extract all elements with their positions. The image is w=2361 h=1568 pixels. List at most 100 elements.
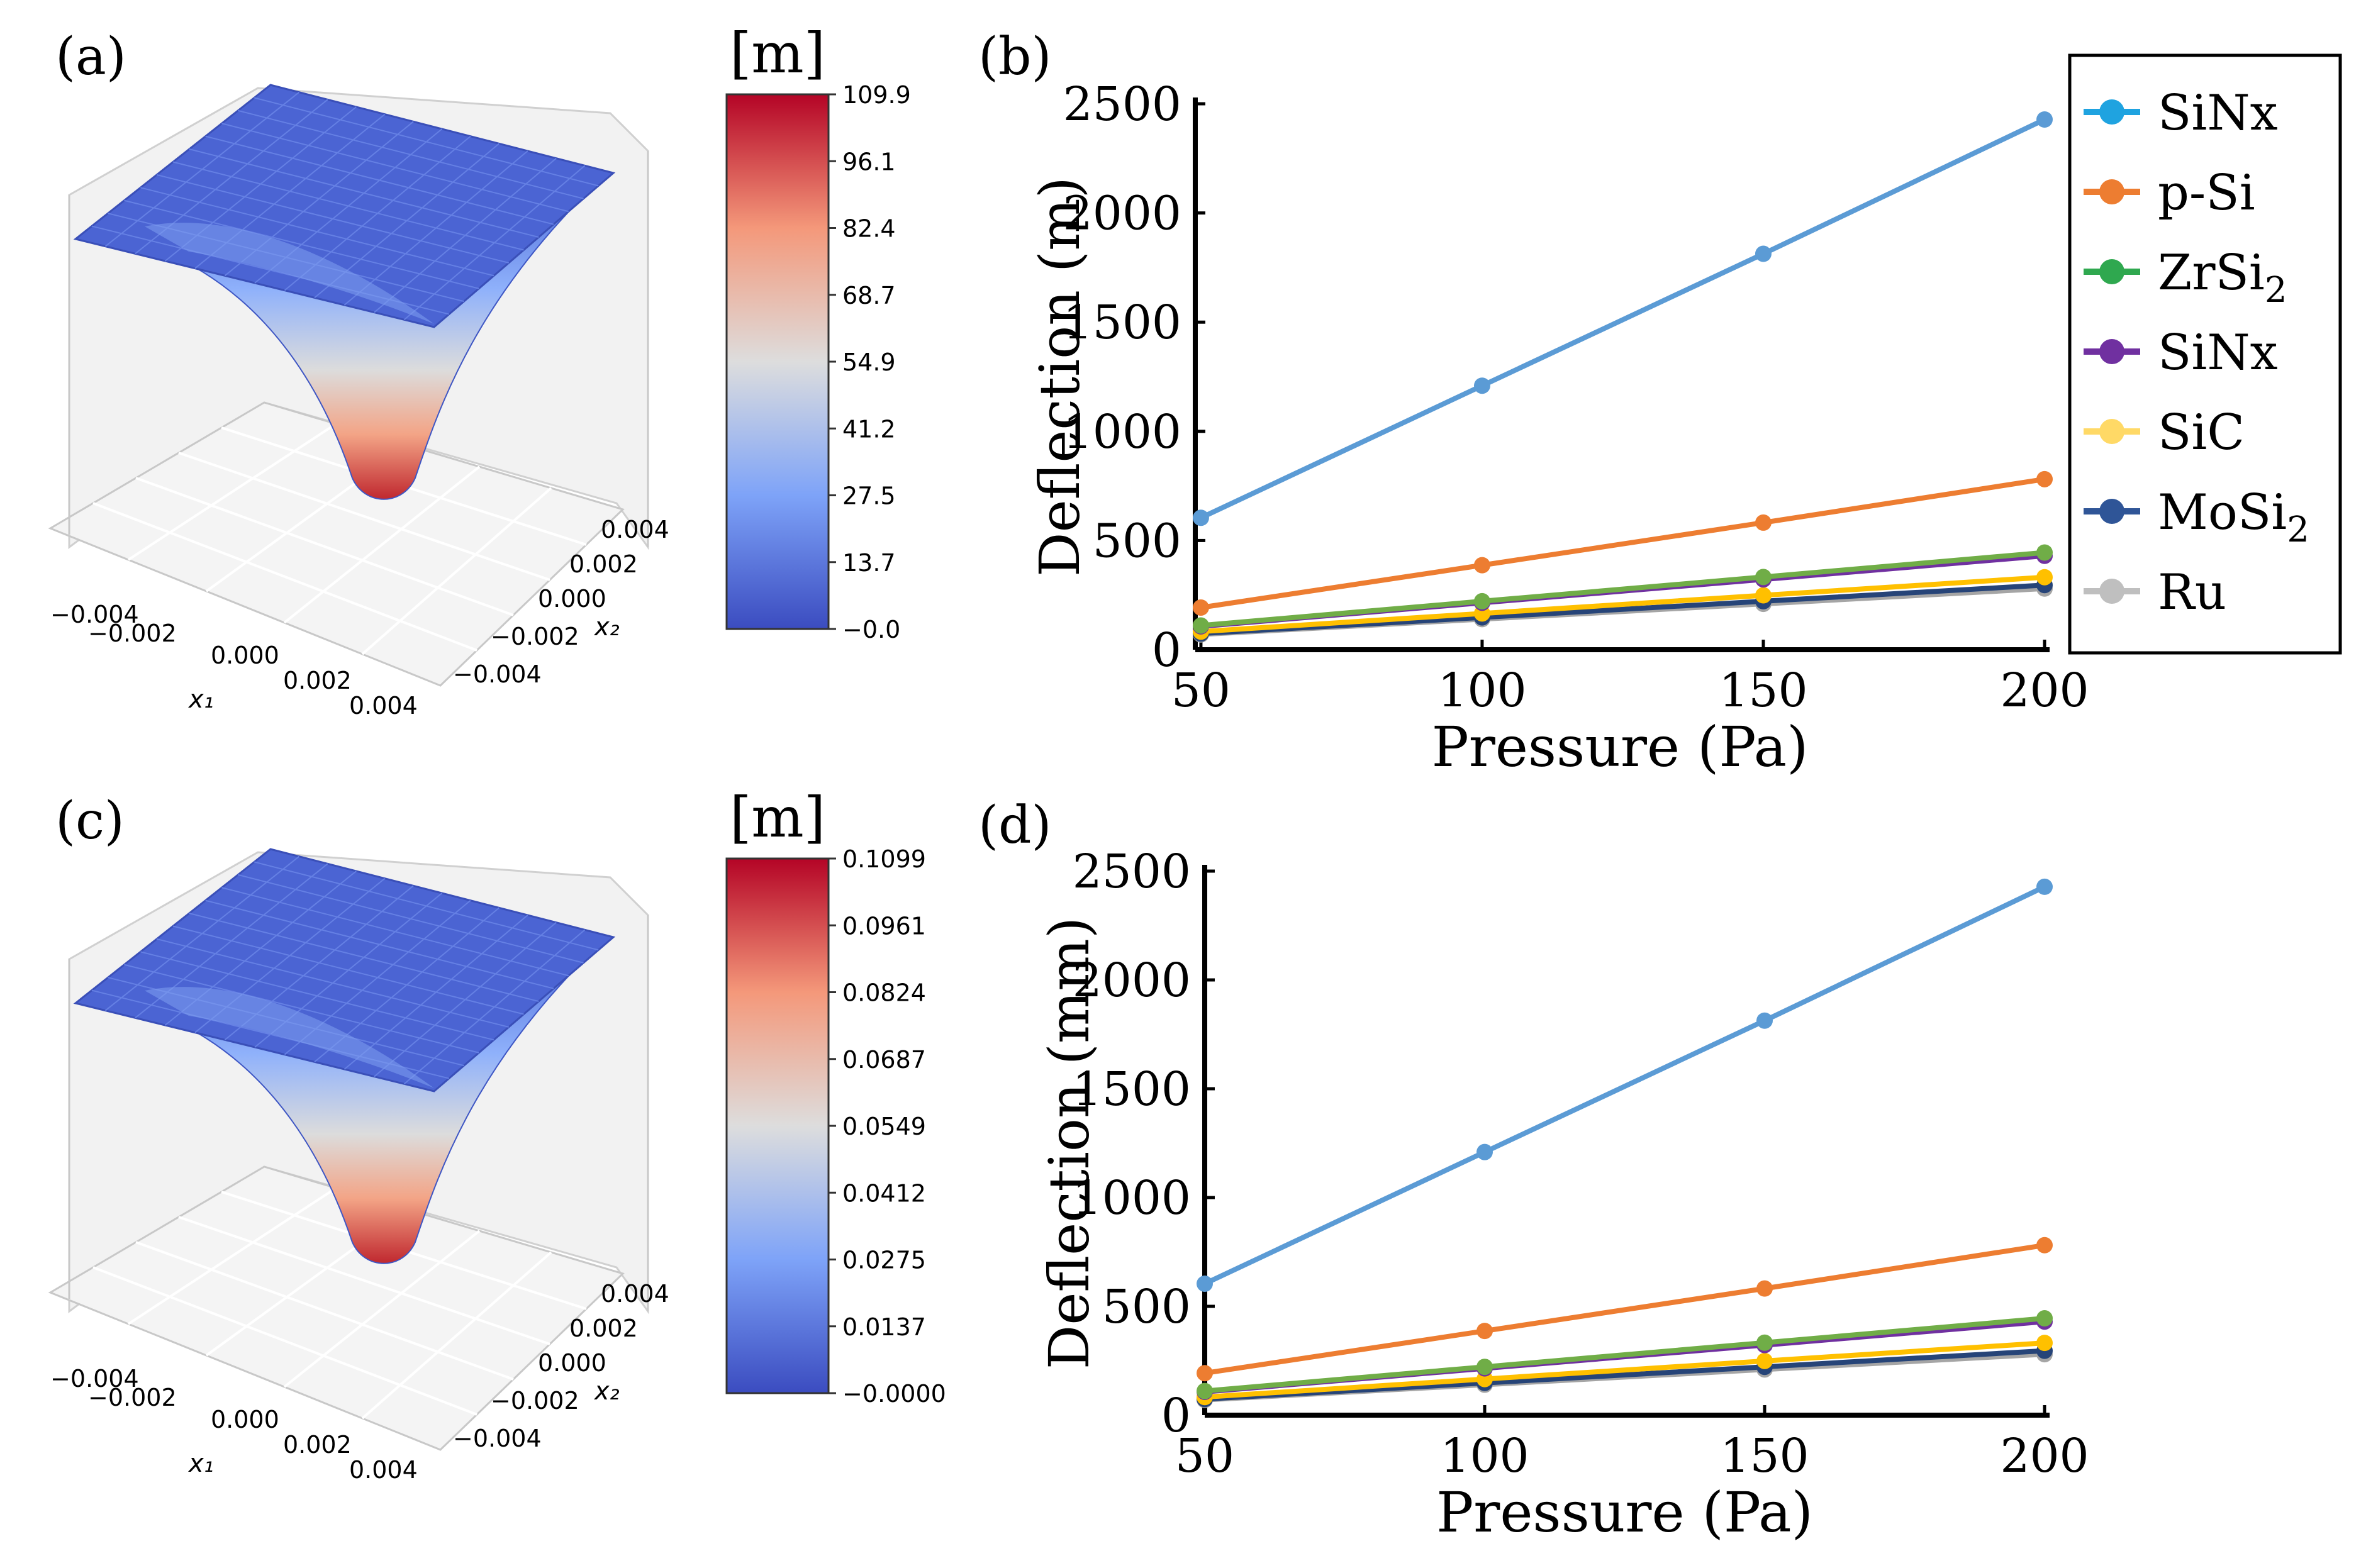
legend-label-text: MoSi — [2158, 484, 2287, 541]
colorbar-tick-label: 54.9 — [842, 348, 896, 376]
series-line — [1204, 1242, 2045, 1376]
series-p-si — [1192, 470, 2053, 616]
legend-label: SiC — [2158, 404, 2245, 461]
x2-tick-label: 0.000 — [538, 585, 606, 613]
series-zrsi2 — [1197, 1310, 2053, 1399]
data-point — [2036, 878, 2053, 895]
data-point — [1192, 599, 1209, 616]
y-tick-label: 500 — [1102, 1280, 1191, 1334]
x2-axis-label: x₂ — [593, 1377, 620, 1406]
y-tick-label: 1000 — [1073, 1171, 1191, 1225]
series-p-si — [1197, 1237, 2053, 1382]
series-sinx — [1197, 878, 2053, 1293]
legend-swatch-marker — [2099, 259, 2124, 284]
data-point — [1192, 617, 1209, 634]
x1-tick-label: 0.002 — [283, 667, 352, 694]
x1-tick-label: 0.000 — [211, 642, 279, 669]
y-axis-label: Deflection (m) — [1027, 177, 1092, 577]
x2-tick-label: −0.002 — [491, 623, 579, 650]
y-tick-label: 0 — [1161, 1389, 1191, 1443]
legend-swatch-marker — [2099, 99, 2124, 125]
x1-axis-label: x₁ — [187, 1449, 214, 1478]
x-tick-label: 100 — [1437, 664, 1526, 718]
data-point — [1473, 557, 1490, 574]
colorbar-tick-label: 0.0137 — [842, 1313, 926, 1341]
series-line — [1200, 574, 2045, 635]
floor-grid-line — [361, 1251, 552, 1420]
data-point — [1473, 377, 1490, 394]
data-point — [2036, 1310, 2053, 1327]
data-point — [1755, 245, 1772, 262]
colorbar-tick-label: 0.1099 — [842, 845, 926, 873]
panel-label: (c) — [55, 791, 125, 851]
series-line — [1204, 1340, 2045, 1400]
floor-grid-line — [135, 1241, 514, 1381]
y-tick-label: 2000 — [1073, 954, 1191, 1008]
colorbar-tick-label: 109.9 — [842, 81, 911, 109]
x-tick-label: 50 — [1175, 1429, 1234, 1483]
x-tick-label: 100 — [1440, 1429, 1529, 1483]
data-point — [2036, 111, 2053, 128]
y-tick-label: 2000 — [1063, 187, 1181, 241]
data-point — [1756, 1280, 1773, 1297]
floor-pane — [48, 401, 625, 687]
data-point — [2036, 1335, 2053, 1352]
colorbar-tick-label: −0.0000 — [842, 1380, 946, 1408]
data-point — [1476, 1359, 1493, 1376]
series-line — [1200, 550, 2045, 628]
panel-c: (c)−0.004−0.0020.0000.0020.004x₁0.0040.0… — [48, 785, 946, 1484]
x2-tick-label: −0.002 — [491, 1387, 579, 1415]
surface-mesh-line — [403, 929, 586, 1085]
legend-swatch-marker — [2099, 339, 2124, 364]
x-tick-label: 150 — [1720, 1429, 1809, 1483]
legend-label-text: Ru — [2158, 564, 2226, 621]
data-point — [1755, 569, 1772, 586]
x2-tick-label: −0.004 — [453, 1425, 542, 1452]
colorbar-tick-label: 0.0275 — [842, 1247, 926, 1274]
legend-label: SiNx — [2158, 85, 2278, 142]
x1-tick-label: −0.002 — [88, 620, 177, 647]
floor-grid-line — [283, 1230, 481, 1388]
series-line — [1200, 476, 2045, 610]
x2-tick-label: −0.004 — [453, 660, 542, 688]
surface-inner-slope — [145, 223, 434, 324]
surface-inner-slope — [145, 987, 434, 1088]
panel-b: (b) 0 500 1000 1500 2000 2500 50 100 150 200 Pressu… — [978, 27, 2342, 779]
data-point — [1197, 1276, 1213, 1293]
y-tick-label: 2500 — [1063, 77, 1181, 131]
x1-tick-label: 0.004 — [349, 692, 418, 720]
x1-tick-label: −0.004 — [50, 601, 139, 628]
panel-d: (d) 0 500 1000 1500 2000 2500 50 100 150 200 Pressu… — [978, 796, 2089, 1545]
legend-label: MoSi2 — [2158, 484, 2309, 550]
colorbar-tick-label: 0.0687 — [842, 1046, 926, 1074]
panel-label: (b) — [978, 27, 1051, 87]
data-point — [1473, 592, 1490, 609]
y-tick-label: 0 — [1152, 623, 1181, 677]
data-point — [2036, 544, 2053, 561]
x-tick-label: 200 — [2000, 1429, 2089, 1483]
floor-grid-line — [178, 452, 550, 581]
data-point — [1756, 1352, 1773, 1369]
data-point — [1192, 509, 1209, 526]
data-point — [1755, 514, 1772, 531]
y-tick-label: 1500 — [1063, 296, 1181, 350]
colorbar-tick-label: 0.0412 — [842, 1179, 926, 1207]
legend-label-text: p-Si — [2158, 165, 2255, 221]
panel-label: (a) — [55, 27, 126, 87]
series-line — [1200, 117, 2046, 520]
legend: SiNx p-Si ZrSi2 SiNx SiC MoSi2 Ru — [2068, 53, 2342, 655]
floor-grid-line — [92, 502, 477, 652]
legend-label: ZrSi2 — [2158, 245, 2287, 311]
colorbar-tick-label: −0.0 — [842, 616, 900, 643]
x-axis-label: Pressure (Pa) — [1432, 714, 1809, 779]
x2-tick-label: 0.004 — [601, 1280, 669, 1308]
surface-mesh-line — [374, 157, 557, 313]
legend-label: SiNx — [2158, 325, 2278, 381]
panel-label: (d) — [978, 796, 1051, 855]
legend-label-text: ZrSi — [2158, 245, 2265, 301]
x1-tick-label: −0.002 — [88, 1384, 177, 1411]
floor-pane — [48, 1165, 625, 1451]
y-tick-label: 500 — [1093, 514, 1181, 568]
floor-grid-line — [127, 1187, 337, 1325]
colorbar-title: [m] — [730, 21, 825, 86]
